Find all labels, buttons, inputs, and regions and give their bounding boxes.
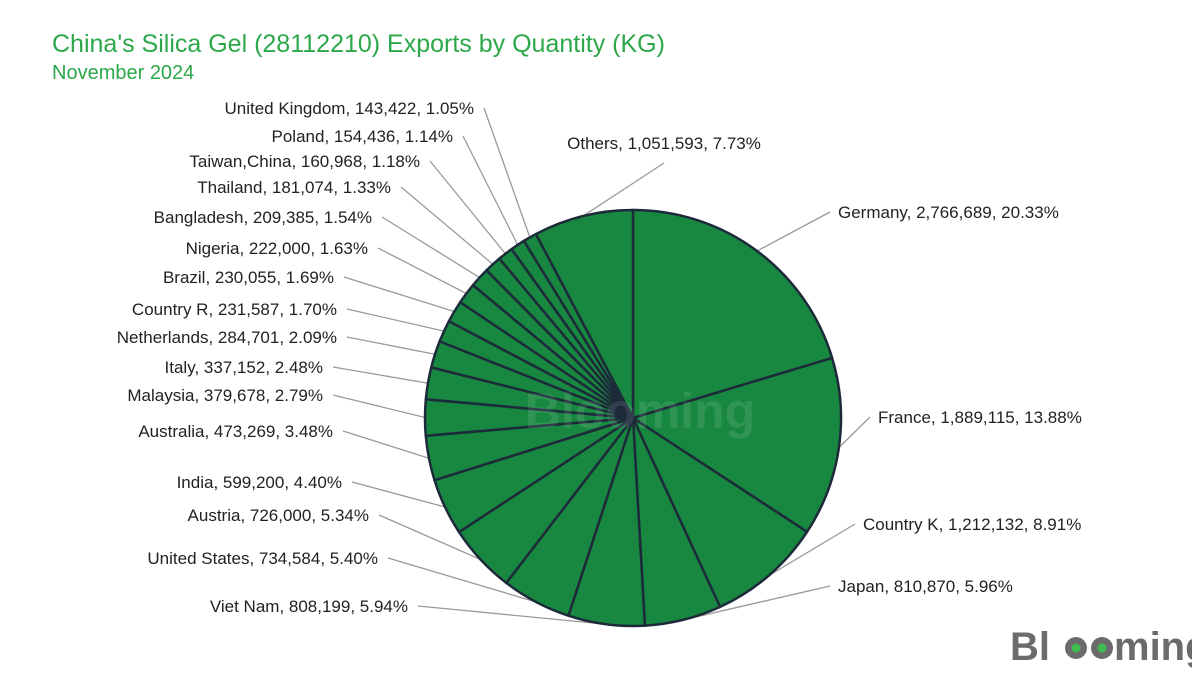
leader-line xyxy=(342,430,430,459)
leader-line xyxy=(683,585,831,621)
leader-line xyxy=(462,135,519,246)
svg-text:ming: ming xyxy=(1114,625,1192,668)
slice-label: Country R, 231,587, 1.70% xyxy=(132,300,337,319)
leader-line xyxy=(346,308,445,332)
leader-line xyxy=(381,216,480,279)
leader-line xyxy=(768,523,856,577)
slice-label: Brazil, 230,055, 1.69% xyxy=(163,268,334,287)
slice-label: Malaysia, 379,678, 2.79% xyxy=(127,386,323,405)
slice-label: Poland, 154,436, 1.14% xyxy=(272,127,453,146)
leader-line xyxy=(387,557,537,603)
leader-line xyxy=(429,160,506,255)
slice-label: United States, 734,584, 5.40% xyxy=(147,549,378,568)
pie-slices xyxy=(423,208,843,628)
slice-label: Austria, 726,000, 5.34% xyxy=(188,506,369,525)
slice-label: Netherlands, 284,701, 2.09% xyxy=(117,328,337,347)
blooming-logo: Bl ming xyxy=(1010,625,1192,668)
slice-label: Taiwan,China, 160,968, 1.18% xyxy=(189,152,420,171)
leader-line xyxy=(332,366,429,384)
pie-slice-france xyxy=(631,356,843,534)
leader-line xyxy=(377,247,467,295)
slice-label: Italy, 337,152, 2.48% xyxy=(165,358,323,377)
leader-line xyxy=(417,605,607,625)
leader-line xyxy=(400,186,494,265)
slice-label: Country K, 1,212,132, 8.91% xyxy=(863,515,1081,534)
slice-label: Thailand, 181,074, 1.33% xyxy=(197,178,391,197)
leader-line xyxy=(346,336,436,355)
leader-line xyxy=(343,276,455,313)
pie-slice-others xyxy=(534,208,635,420)
leader-line xyxy=(351,481,446,508)
slice-label: Others, 1,051,593, 7.73% xyxy=(567,134,761,153)
leader-lines xyxy=(332,107,871,625)
pie-slice-country-k xyxy=(631,416,809,609)
slice-labels: Germany, 2,766,689, 20.33% France, 1,889,… xyxy=(117,99,1082,616)
watermark-text: Blooming xyxy=(525,383,756,439)
leader-line xyxy=(582,162,665,217)
chart-title: China's Silica Gel (28112210) Exports by… xyxy=(52,30,665,58)
slice-label: Bangladesh, 209,385, 1.54% xyxy=(154,208,372,227)
slice-label: Australia, 473,269, 3.48% xyxy=(138,422,333,441)
leader-line xyxy=(838,416,871,449)
leader-line xyxy=(378,514,481,561)
leader-line xyxy=(332,394,426,419)
leader-line xyxy=(483,107,531,238)
slice-label: France, 1,889,115, 13.88% xyxy=(878,408,1082,427)
slice-label: Viet Nam, 808,199, 5.94% xyxy=(210,597,408,616)
slice-label: United Kingdom, 143,422, 1.05% xyxy=(224,99,474,118)
pie-slice-germany xyxy=(631,208,834,420)
leader-line xyxy=(756,211,831,252)
slice-label: Germany, 2,766,689, 20.33% xyxy=(838,203,1059,222)
svg-text:Bl: Bl xyxy=(1010,625,1050,668)
slice-label: Japan, 810,870, 5.96% xyxy=(838,577,1013,596)
slice-label: India, 599,200, 4.40% xyxy=(177,473,342,492)
chart-subtitle: November 2024 xyxy=(52,62,195,84)
slice-label: Nigeria, 222,000, 1.63% xyxy=(186,239,368,258)
